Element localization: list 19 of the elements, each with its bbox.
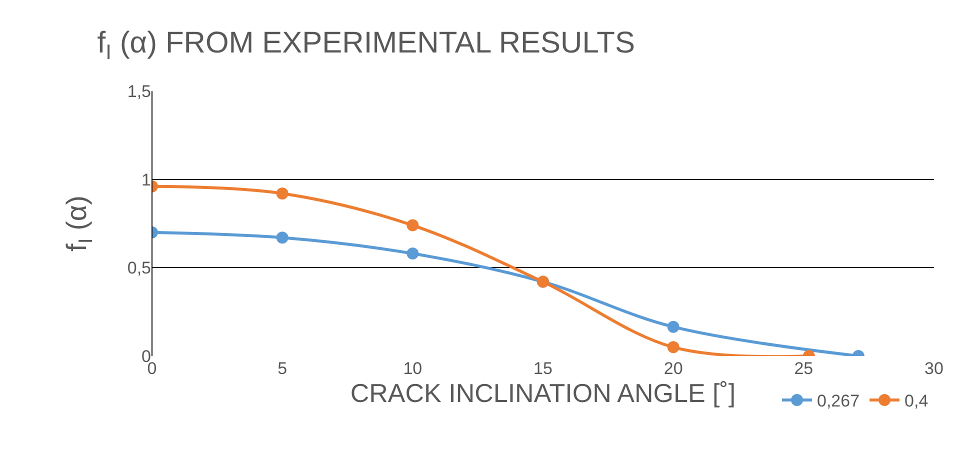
point — [406, 219, 419, 232]
x-tick-label: 25 — [794, 359, 814, 378]
point — [667, 320, 680, 333]
x-tick-label: 5 — [278, 359, 288, 378]
x-tick-label: 10 — [403, 359, 422, 378]
x-tick-label: 20 — [664, 359, 683, 378]
y-tick-label: 1 — [142, 170, 151, 190]
x-tick-label: 15 — [534, 359, 552, 378]
legend-label: 0,267 — [817, 392, 860, 411]
point — [276, 232, 288, 244]
point — [276, 187, 288, 200]
y-tick-label: 1,5 — [127, 82, 151, 101]
x-axis-title: CRACK INCLINATION ANGLE [˚] — [350, 378, 736, 408]
legend-label: 0,4 — [904, 392, 928, 411]
point — [667, 341, 680, 354]
point — [406, 248, 419, 260]
y-tick-label: 0,5 — [127, 258, 151, 278]
x-tick-label: 30 — [924, 359, 944, 378]
chart-title: f$_{I}$ (α) FROM EXPERIMENTAL RESULTS — [97, 26, 636, 64]
